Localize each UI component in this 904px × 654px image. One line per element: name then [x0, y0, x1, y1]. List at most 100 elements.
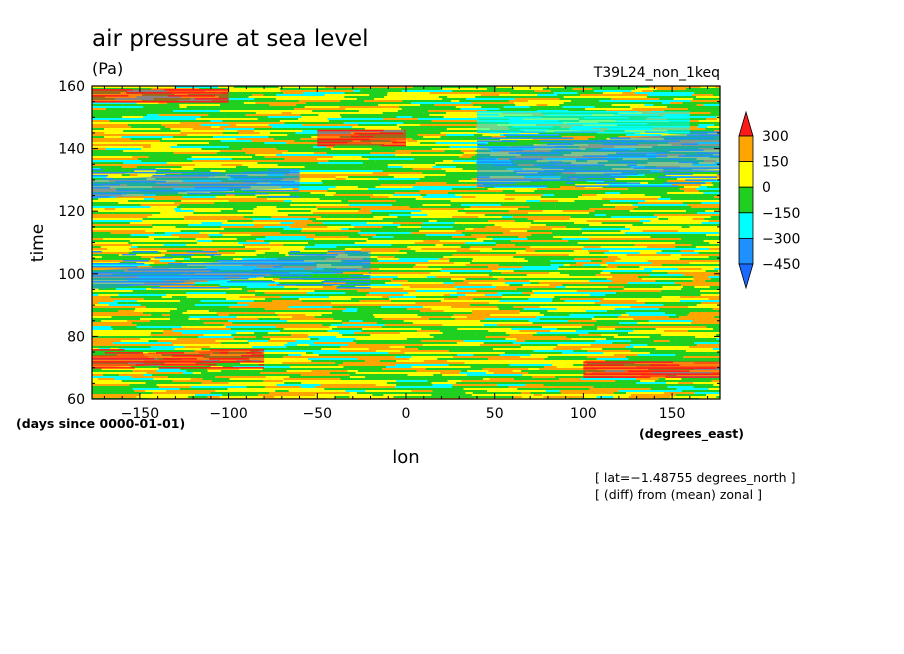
heatmap-band-streak: [268, 168, 282, 171]
heatmap-streak: [396, 360, 424, 362]
heatmap-streak: [519, 356, 533, 358]
heatmap-streak: [520, 310, 548, 312]
heatmap-streak: [362, 306, 382, 308]
heatmap-band-streak: [229, 186, 251, 189]
heatmap-streak: [464, 346, 497, 348]
heatmap-streak: [417, 134, 447, 136]
heatmap-streak: [340, 346, 390, 348]
heatmap-band-streak: [142, 92, 171, 94]
heatmap-streak: [144, 198, 155, 200]
heatmap-streak: [396, 384, 433, 386]
heatmap-streak: [712, 348, 720, 350]
heatmap-streak: [191, 290, 248, 292]
heatmap-streak: [513, 378, 560, 380]
heatmap-streak: [92, 234, 131, 236]
heatmap-streak: [417, 118, 478, 120]
heatmap-streak: [201, 148, 243, 150]
heatmap-streak: [631, 90, 643, 92]
heatmap-band-streak: [625, 126, 667, 128]
heatmap-streak: [675, 354, 715, 356]
heatmap-streak: [362, 320, 370, 322]
heatmap-streak: [344, 92, 388, 94]
heatmap-streak: [696, 304, 720, 306]
heatmap-band-streak: [501, 146, 541, 148]
heatmap-streak: [348, 344, 379, 346]
heatmap-streak: [701, 202, 720, 204]
heatmap-streak: [547, 310, 586, 312]
heatmap-streak: [529, 280, 590, 282]
heatmap-streak: [421, 328, 430, 330]
heatmap-streak: [396, 116, 412, 118]
heatmap-streak: [92, 346, 151, 348]
heatmap-streak: [699, 186, 707, 188]
heatmap-streak: [331, 148, 372, 150]
heatmap-streak: [325, 122, 344, 124]
heatmap-streak: [675, 314, 688, 316]
heatmap-streak: [616, 292, 673, 294]
heatmap-streak: [395, 154, 440, 156]
heatmap-streak: [129, 248, 168, 250]
heatmap-band-streak: [565, 123, 599, 125]
heatmap-band-streak: [321, 281, 365, 283]
heatmap-streak: [413, 236, 453, 238]
heatmap-streak: [176, 252, 235, 254]
heatmap-streak: [532, 138, 589, 140]
heatmap-streak: [581, 336, 614, 338]
heatmap-streak: [201, 214, 235, 216]
heatmap-streak: [92, 128, 105, 130]
heatmap-streak: [651, 310, 697, 312]
heatmap-band-streak: [693, 170, 720, 172]
heatmap-band-streak: [231, 192, 269, 195]
heatmap-streak: [167, 102, 220, 104]
heatmap-streak: [594, 106, 630, 108]
heatmap-streak: [628, 188, 680, 190]
heatmap-streak: [346, 308, 358, 310]
heatmap-streak: [207, 108, 267, 110]
heatmap-streak: [387, 166, 403, 168]
heatmap-band-streak: [186, 171, 221, 174]
heatmap-streak: [467, 370, 489, 372]
heatmap-streak: [197, 240, 212, 242]
heatmap-streak: [557, 344, 591, 346]
heatmap-band-streak: [583, 373, 595, 375]
heatmap-streak: [242, 332, 255, 334]
heatmap-streak: [532, 376, 556, 378]
heatmap-streak: [122, 212, 161, 214]
heatmap-streak: [228, 320, 287, 322]
heatmap-streak: [132, 156, 149, 158]
heatmap-streak: [665, 236, 677, 238]
heatmap-streak: [329, 372, 356, 374]
heatmap-band-streak: [566, 167, 584, 169]
heatmap-streak: [255, 294, 314, 296]
heatmap-streak: [469, 248, 493, 250]
heatmap-band-streak: [503, 134, 514, 136]
heatmap-streak: [379, 120, 432, 122]
heatmap-streak: [180, 300, 201, 302]
heatmap-streak: [345, 248, 362, 250]
heatmap-streak: [608, 250, 662, 252]
heatmap-streak: [461, 196, 476, 198]
heatmap-streak: [389, 298, 445, 300]
heatmap-streak: [92, 156, 133, 158]
heatmap-streak: [92, 384, 130, 386]
heatmap-streak: [195, 164, 222, 166]
heatmap-streak: [280, 232, 334, 234]
heatmap-band-streak: [243, 180, 277, 183]
heatmap-streak: [186, 106, 210, 108]
heatmap-streak: [425, 378, 484, 380]
heatmap-streak: [215, 196, 257, 198]
heatmap-streak: [474, 134, 483, 136]
heatmap-streak: [590, 260, 602, 262]
heatmap-streak: [92, 320, 102, 322]
heatmap-band-streak: [258, 272, 290, 274]
heatmap-streak: [104, 132, 133, 134]
heatmap-streak: [361, 330, 418, 332]
heatmap-streak: [593, 386, 622, 388]
heatmap-streak: [542, 194, 554, 196]
heatmap-streak: [430, 146, 450, 148]
heatmap-streak: [491, 136, 500, 138]
heatmap-band-streak: [132, 251, 145, 253]
heatmap-streak: [602, 186, 614, 188]
heatmap-streak: [297, 344, 310, 346]
heatmap-streak: [341, 200, 349, 202]
